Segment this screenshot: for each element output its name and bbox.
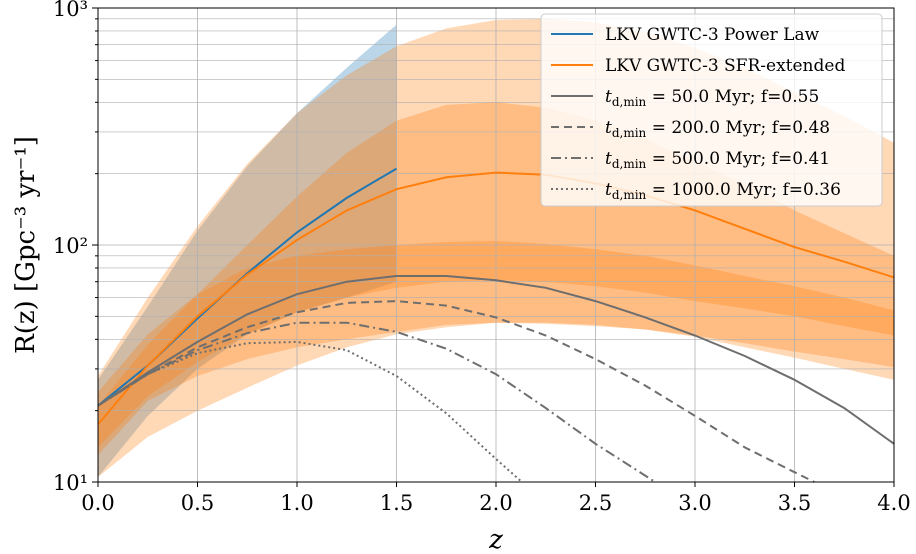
x-tick-label: 3.5	[778, 491, 811, 515]
legend-label-1: LKV GWTC-3 SFR-extended	[605, 56, 845, 76]
y-ticks: 10¹ 10² 10³	[53, 0, 98, 495]
series-lines	[97, 167, 895, 483]
legend: LKV GWTC-3 Power Law LKV GWTC-3 SFR-exten…	[540, 13, 883, 207]
x-tick-label: 2.0	[479, 491, 512, 515]
x-tick-label: 1.5	[380, 491, 413, 515]
series-line-5	[97, 340, 523, 483]
x-tick-label: 4.0	[877, 491, 910, 515]
series-line-3	[97, 300, 815, 483]
x-tick-label: 1.0	[280, 491, 313, 515]
y-tick-label: 10²	[53, 234, 88, 258]
x-ticks: 0.0 0.5 1.0 1.5 2.0 2.5 3.0 3.5 4.0	[81, 482, 911, 515]
y-axis-label: R(z) [Gpc⁻³ yr⁻¹]	[11, 136, 41, 354]
x-tick-label: 2.5	[579, 491, 612, 515]
legend-label-2: td,min = 50.0 Myr; f=0.55	[605, 87, 819, 109]
x-tick-label: 0.0	[81, 491, 114, 515]
y-tick-label: 10¹	[53, 471, 88, 495]
legend-label-5: td,min = 1000.0 Myr; f=0.36	[605, 180, 841, 202]
legend-label-4: td,min = 500.0 Myr; f=0.41	[605, 149, 830, 171]
x-axis-label: z	[488, 525, 503, 554]
legend-label-3: td,min = 200.0 Myr; f=0.48	[605, 118, 830, 140]
y-tick-label: 10³	[53, 0, 88, 21]
legend-label-0: LKV GWTC-3 Power Law	[605, 25, 820, 45]
series-line-1	[97, 171, 895, 426]
series-line-2	[97, 275, 895, 445]
series-line-4	[97, 321, 656, 483]
legend-box	[540, 13, 883, 207]
x-tick-label: 3.0	[678, 491, 711, 515]
x-tick-label: 0.5	[181, 491, 214, 515]
